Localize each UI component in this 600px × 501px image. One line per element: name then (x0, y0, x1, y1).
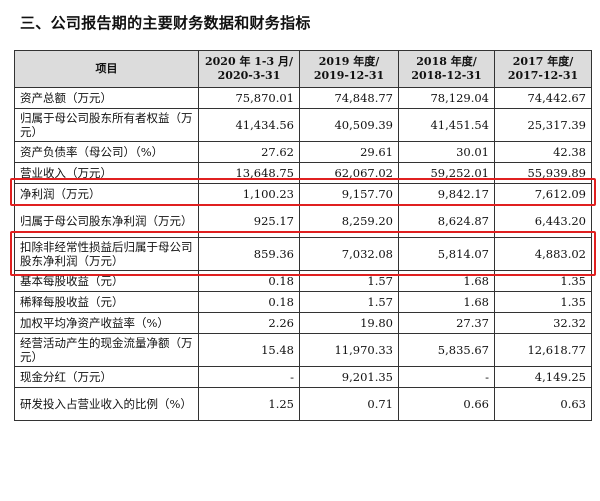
row-label: 现金分红（万元） (14, 366, 199, 388)
row-value: 4,149.25 (494, 366, 592, 388)
financial-data-table: 项目 2020 年 1-3 月/2020-3-31 2019 年度/2019-1… (14, 50, 592, 421)
row-value: - (398, 366, 495, 388)
table-row: 归属于母公司股东净利润（万元） 925.17 8,259.20 8,624.87 6,4… (14, 204, 592, 238)
row-value: 32.32 (494, 312, 592, 334)
row-value: 9,842.17 (398, 183, 495, 205)
row-value: 1.35 (494, 291, 592, 313)
row-value: 0.18 (198, 291, 300, 313)
row-value: 29.61 (299, 141, 399, 163)
row-value: 1.68 (398, 270, 495, 292)
row-label: 扣除非经常性损益后归属于母公司股东净利润（万元） (14, 237, 199, 271)
header-item: 项目 (14, 50, 199, 88)
row-value: 2.26 (198, 312, 300, 334)
row-value: 11,970.33 (299, 333, 399, 367)
row-value: 40,509.39 (299, 108, 399, 142)
row-value: 42.38 (494, 141, 592, 163)
row-value: 15.48 (198, 333, 300, 367)
row-value: 19.80 (299, 312, 399, 334)
row-value: 25,317.39 (494, 108, 592, 142)
header-2017: 2017 年度/2017-12-31 (494, 50, 592, 88)
row-value: 7,032.08 (299, 237, 399, 271)
table-row: 加权平均净资产收益率（%） 2.26 19.80 27.37 32.32 (14, 312, 592, 334)
row-label: 营业收入（万元） (14, 162, 199, 184)
table-row: 营业收入（万元） 13,648.75 62,067.02 59,252.01 55,93… (14, 162, 592, 184)
row-value: 8,259.20 (299, 204, 399, 238)
row-value: 75,870.01 (198, 87, 300, 109)
row-value: 59,252.01 (398, 162, 495, 184)
table-row: 现金分红（万元） -9,201.35-4,149.25 (14, 366, 592, 388)
row-value: 5,814.07 (398, 237, 495, 271)
row-value: 8,624.87 (398, 204, 495, 238)
row-value: 13,648.75 (198, 162, 300, 184)
table-row: 经营活动产生的现金流量净额（万元） 15.48 11,970.33 5,835.67 1… (14, 333, 592, 367)
table-row: 稀释每股收益（元） 0.18 1.57 1.68 1.35 (14, 291, 592, 313)
table-row: 资产负债率（母公司）（%） 27.62 29.61 30.01 42.38 (14, 141, 592, 163)
row-value: 0.71 (299, 387, 399, 421)
row-value: 55,939.89 (494, 162, 592, 184)
row-value: 9,201.35 (299, 366, 399, 388)
table-row: 研发投入占营业收入的比例（%） 1.25 0.71 0.66 0.63 (14, 387, 592, 421)
row-value: 27.37 (398, 312, 495, 334)
row-value: 30.01 (398, 141, 495, 163)
row-value: - (198, 366, 300, 388)
row-value: 1.35 (494, 270, 592, 292)
row-value: 1.25 (198, 387, 300, 421)
table-row: 归属于母公司股东所有者权益（万元） 41,434.56 40,509.39 41,45… (14, 108, 592, 142)
row-value: 0.18 (198, 270, 300, 292)
row-value: 0.63 (494, 387, 592, 421)
row-label: 稀释每股收益（元） (14, 291, 199, 313)
row-value: 7,612.09 (494, 183, 592, 205)
row-label: 经营活动产生的现金流量净额（万元） (14, 333, 199, 367)
table-row: 扣除非经常性损益后归属于母公司股东净利润（万元） 859.36 7,032.08 5,… (14, 237, 592, 271)
header-2019: 2019 年度/2019-12-31 (299, 50, 399, 88)
row-value: 6,443.20 (494, 204, 592, 238)
row-value: 4,883.02 (494, 237, 592, 271)
row-value: 74,848.77 (299, 87, 399, 109)
row-value: 859.36 (198, 237, 300, 271)
row-value: 41,451.54 (398, 108, 495, 142)
row-value: 41,434.56 (198, 108, 300, 142)
row-label: 归属于母公司股东所有者权益（万元） (14, 108, 199, 142)
row-value: 1.57 (299, 291, 399, 313)
header-2018: 2018 年度/2018-12-31 (398, 50, 495, 88)
row-value: 27.62 (198, 141, 300, 163)
row-value: 5,835.67 (398, 333, 495, 367)
row-value: 62,067.02 (299, 162, 399, 184)
row-label: 资产总额（万元） (14, 87, 199, 109)
row-value: 925.17 (198, 204, 300, 238)
row-value: 12,618.77 (494, 333, 592, 367)
row-value: 78,129.04 (398, 87, 495, 109)
row-value: 9,157.70 (299, 183, 399, 205)
table-row: 基本每股收益（元） 0.18 1.57 1.68 1.35 (14, 270, 592, 292)
row-label: 研发投入占营业收入的比例（%） (14, 387, 199, 421)
table-row: 净利润（万元） 1,100.23 9,157.70 9,842.17 7,612.09 (14, 183, 592, 205)
table-row: 资产总额（万元） 75,870.01 74,848.77 78,129.04 74,44… (14, 87, 592, 109)
row-value: 74,442.67 (494, 87, 592, 109)
section-title: 三、公司报告期的主要财务数据和财务指标 (20, 14, 311, 32)
row-label: 加权平均净资产收益率（%） (14, 312, 199, 334)
row-label: 资产负债率（母公司）（%） (14, 141, 199, 163)
header-2020q1: 2020 年 1-3 月/2020-3-31 (198, 50, 300, 88)
row-label: 归属于母公司股东净利润（万元） (14, 204, 199, 238)
row-value: 0.66 (398, 387, 495, 421)
row-value: 1.57 (299, 270, 399, 292)
row-label: 基本每股收益（元） (14, 270, 199, 292)
row-value: 1.68 (398, 291, 495, 313)
row-value: 1,100.23 (198, 183, 300, 205)
row-label: 净利润（万元） (14, 183, 199, 205)
table-header-row: 项目 2020 年 1-3 月/2020-3-31 2019 年度/2019-1… (14, 50, 592, 88)
